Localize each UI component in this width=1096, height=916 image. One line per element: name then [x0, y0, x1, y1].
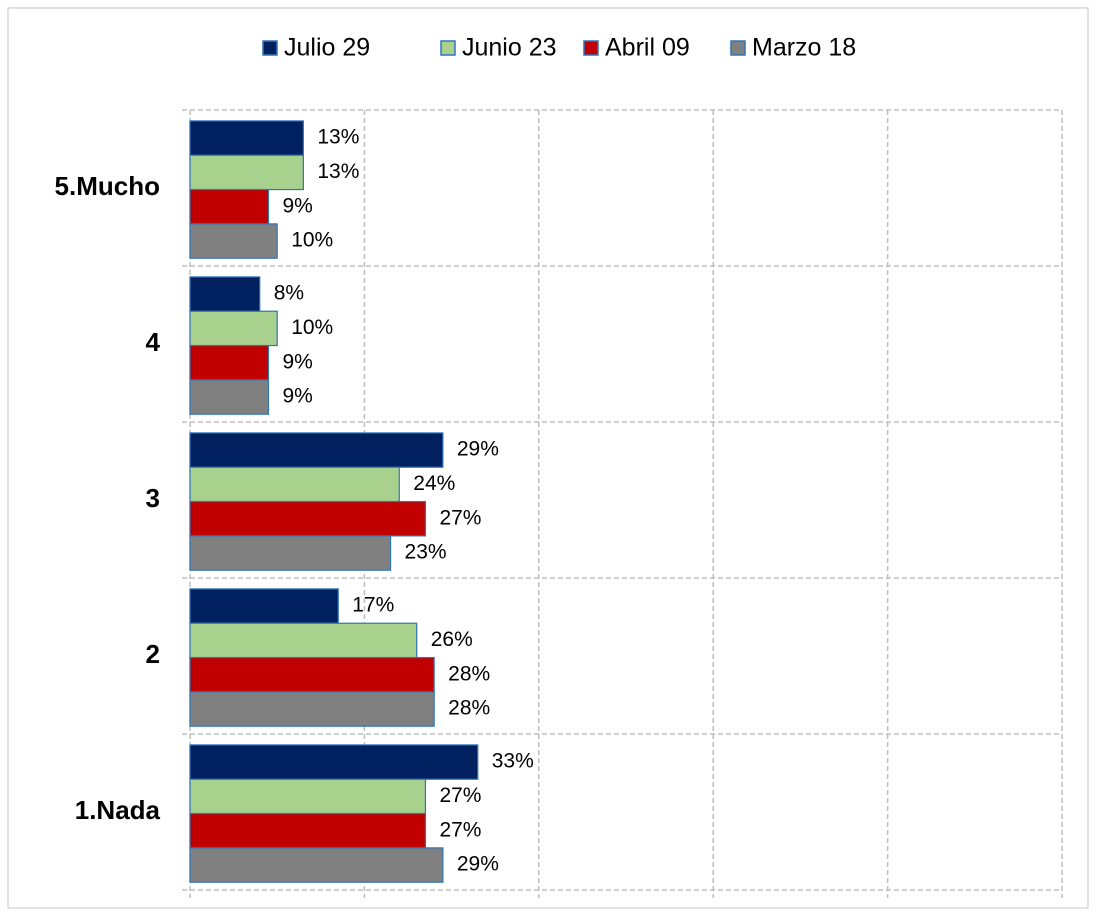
bar [189, 188, 270, 225]
legend-swatch [583, 40, 599, 56]
data-label: 9% [282, 385, 312, 408]
bar [189, 622, 418, 659]
bar [189, 535, 392, 571]
bar [189, 847, 444, 883]
data-label: 9% [282, 350, 312, 373]
legend-swatch [262, 40, 278, 56]
bar [189, 120, 304, 156]
data-label: 27% [439, 818, 481, 841]
bar [189, 778, 427, 815]
bar [189, 276, 261, 312]
data-label: 27% [439, 784, 481, 807]
bar [189, 379, 270, 415]
data-label: 10% [291, 316, 333, 339]
bar [189, 812, 427, 849]
data-label: 13% [317, 160, 359, 183]
bar [189, 310, 278, 347]
bar [189, 154, 304, 191]
data-label: 29% [457, 853, 499, 876]
legend-label: Abril 09 [605, 34, 690, 62]
bar [189, 691, 435, 727]
bar [189, 466, 400, 503]
bar [189, 656, 435, 693]
data-label: 28% [448, 697, 490, 720]
data-label: 17% [352, 594, 394, 617]
data-label: 23% [405, 541, 447, 564]
y-tick-label: 1.Nada [75, 795, 161, 825]
data-label: 9% [282, 194, 312, 217]
legend-label: Junio 23 [462, 34, 557, 62]
data-label: 27% [439, 506, 481, 529]
bar [189, 344, 270, 381]
data-label: 26% [431, 628, 473, 651]
legend-swatch [440, 40, 456, 56]
bar [189, 588, 339, 624]
chart-border [7, 7, 1089, 909]
data-label: 28% [448, 662, 490, 685]
legend-label: Marzo 18 [752, 34, 856, 62]
data-label: 10% [291, 229, 333, 252]
y-tick-label: 4 [146, 327, 161, 357]
data-label: 8% [274, 282, 304, 305]
bar [189, 744, 479, 780]
data-label: 33% [492, 750, 534, 773]
bar [189, 223, 278, 259]
data-label: 24% [413, 472, 455, 495]
y-tick-label: 2 [146, 639, 160, 669]
y-tick-label: 5.Mucho [55, 171, 160, 201]
y-tick-label: 3 [146, 483, 160, 513]
data-label: 29% [457, 438, 499, 461]
bar [189, 432, 444, 468]
bar [189, 500, 427, 537]
data-label: 13% [317, 126, 359, 149]
legend-label: Julio 29 [284, 34, 370, 62]
legend-swatch [730, 40, 746, 56]
